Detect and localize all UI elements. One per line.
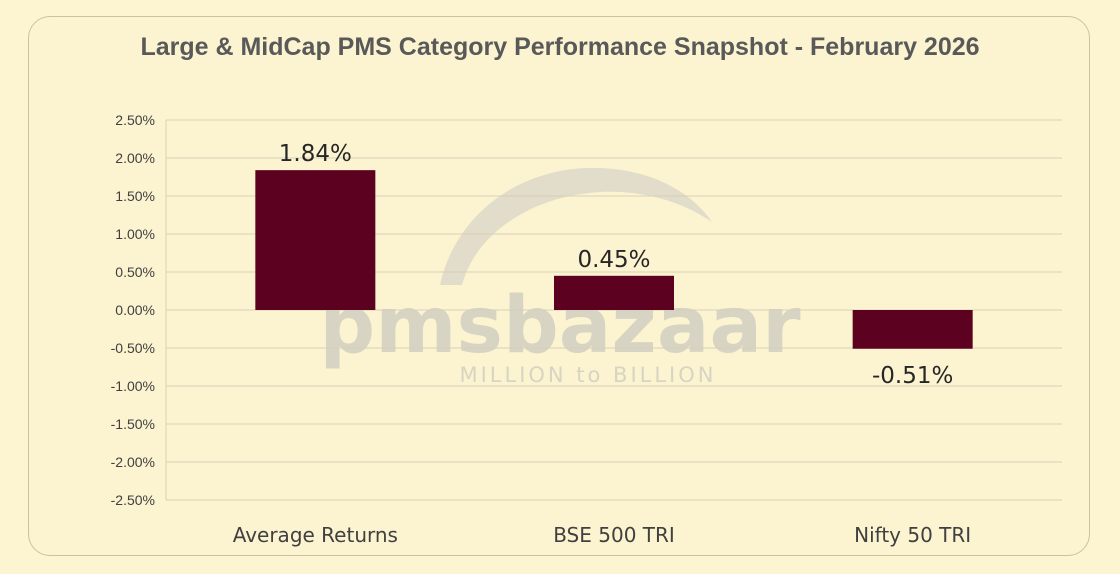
y-tick-label: 0.50% — [115, 264, 155, 280]
x-category-label: Average Returns — [233, 523, 398, 547]
y-tick-label: 1.00% — [115, 226, 155, 242]
y-tick-label: -1.50% — [111, 416, 155, 432]
chart-title: Large & MidCap PMS Category Performance … — [140, 33, 979, 61]
y-tick-label: -0.50% — [111, 340, 155, 356]
data-label: 0.45% — [577, 247, 650, 273]
y-tick-label: 2.00% — [115, 150, 155, 166]
bar-average-returns — [255, 170, 376, 310]
data-labels: 1.84% 0.45% -0.51% — [279, 141, 954, 389]
x-category-label: Nifty 50 TRI — [854, 523, 971, 547]
y-tick-label: 2.50% — [115, 112, 155, 128]
bar-nifty-50-tri — [852, 310, 973, 349]
y-tick-label: 0.00% — [115, 302, 155, 318]
x-category-label: BSE 500 TRI — [553, 523, 675, 547]
bars — [255, 170, 973, 349]
data-label: -0.51% — [872, 363, 953, 389]
y-tick-label: 1.50% — [115, 188, 155, 204]
y-axis: 2.50% 2.00% 1.50% 1.00% 0.50% 0.00% -0.50% -1.0… — [111, 112, 167, 508]
y-tick-label: -1.00% — [111, 378, 155, 394]
watermark-arc-icon — [440, 167, 712, 285]
watermark-tagline: MILLION to BILLION — [459, 363, 716, 387]
x-axis: Average Returns BSE 500 TRI Nifty 50 TRI — [233, 523, 972, 547]
data-label: 1.84% — [279, 141, 352, 167]
bar-bse-500-tri — [554, 275, 674, 310]
y-tick-label: -2.50% — [111, 492, 155, 508]
y-tick-label: -2.00% — [111, 454, 155, 470]
